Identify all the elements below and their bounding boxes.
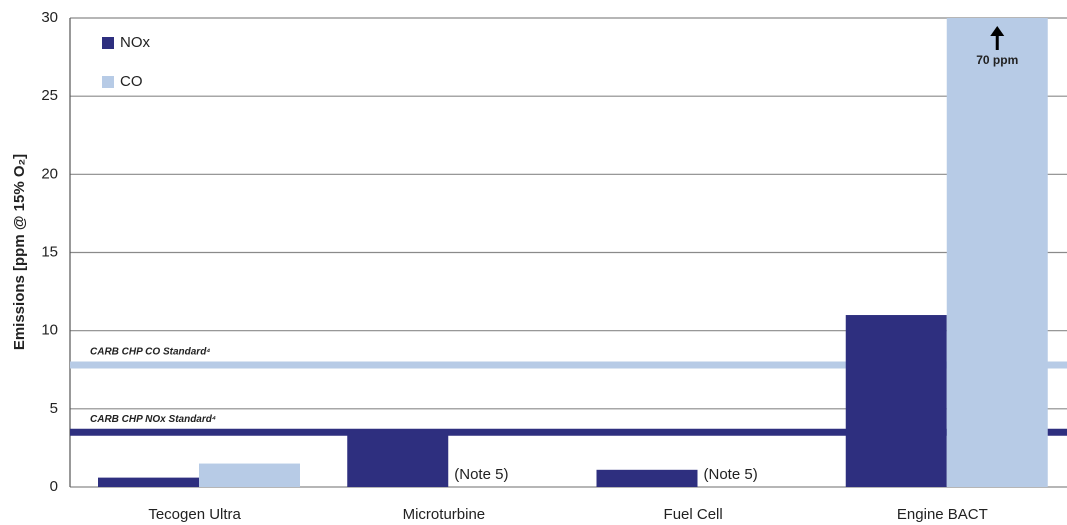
bar bbox=[946, 18, 1048, 487]
reference-label: CARB CHP NOx Standard⁴ bbox=[90, 414, 216, 425]
value-label: 70 ppm bbox=[976, 53, 1018, 67]
bar bbox=[347, 430, 449, 487]
legend-swatch bbox=[102, 37, 114, 49]
legend-label: NOx bbox=[120, 34, 151, 51]
x-tick-label: Engine BACT bbox=[897, 506, 988, 523]
y-tick-label: 0 bbox=[50, 478, 58, 495]
x-tick-label: Fuel Cell bbox=[664, 506, 723, 523]
x-tick-label: Microturbine bbox=[403, 506, 486, 523]
bar bbox=[845, 315, 947, 487]
bar bbox=[199, 463, 300, 487]
note-label: (Note 5) bbox=[704, 466, 758, 483]
reference-label: CARB CHP CO Standard⁴ bbox=[90, 347, 211, 358]
y-tick-label: 15 bbox=[41, 243, 58, 260]
x-tick-label: Tecogen Ultra bbox=[148, 506, 241, 523]
bar bbox=[596, 469, 698, 487]
legend-label: CO bbox=[120, 73, 143, 90]
y-axis-label: Emissions [ppm @ 15% O₂] bbox=[11, 154, 28, 350]
y-tick-label: 10 bbox=[41, 322, 58, 339]
y-tick-label: 30 bbox=[41, 9, 58, 26]
note-label: (Note 5) bbox=[454, 466, 508, 483]
legend-swatch bbox=[102, 76, 114, 88]
y-tick-label: 5 bbox=[50, 400, 58, 417]
annotation-arrowhead bbox=[990, 26, 1005, 36]
y-tick-label: 20 bbox=[41, 165, 58, 182]
bar bbox=[98, 477, 199, 487]
y-tick-label: 25 bbox=[41, 87, 58, 104]
